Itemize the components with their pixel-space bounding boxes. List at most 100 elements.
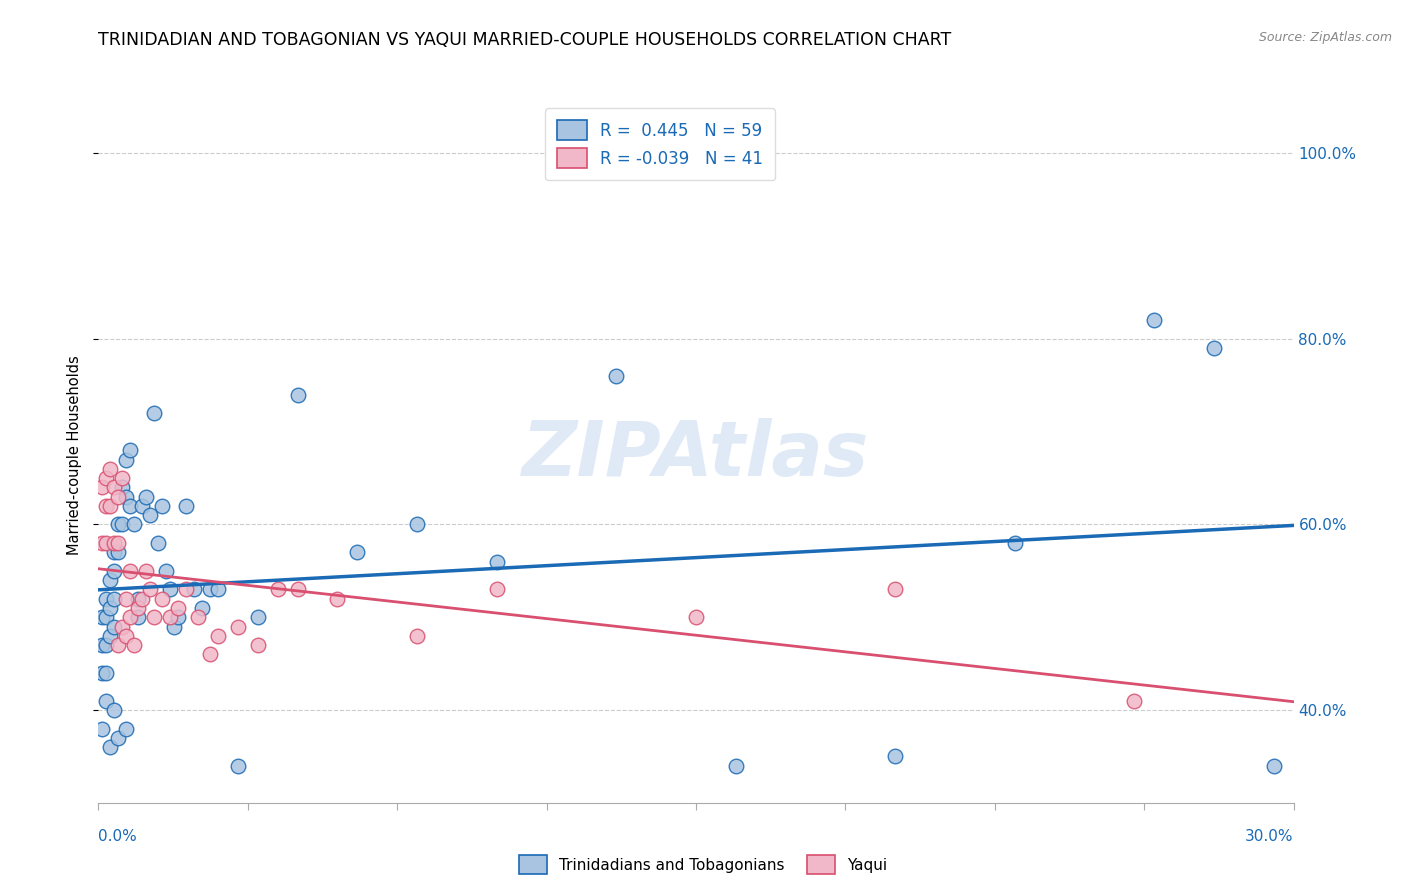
Point — [174, 582, 197, 597]
Point — [100, 462, 122, 476]
Point — [143, 406, 166, 420]
Point — [127, 591, 149, 606]
Point — [139, 508, 162, 523]
Point — [287, 582, 309, 597]
Point — [115, 591, 138, 606]
Point — [143, 610, 166, 624]
Text: Source: ZipAtlas.com: Source: ZipAtlas.com — [1258, 31, 1392, 45]
Point — [111, 619, 134, 633]
Point — [91, 480, 114, 494]
Point — [155, 564, 177, 578]
Point — [1004, 536, 1026, 550]
Point — [96, 471, 118, 485]
Point — [91, 722, 114, 736]
Point — [103, 564, 125, 578]
Y-axis label: Married-couple Households: Married-couple Households — [67, 355, 83, 555]
Point — [198, 582, 221, 597]
Point — [406, 629, 429, 643]
Text: 30.0%: 30.0% — [1246, 829, 1294, 844]
Point — [103, 545, 125, 559]
Point — [406, 517, 429, 532]
Text: TRINIDADIAN AND TOBAGONIAN VS YAQUI MARRIED-COUPLE HOUSEHOLDS CORRELATION CHART: TRINIDADIAN AND TOBAGONIAN VS YAQUI MARR… — [98, 31, 952, 49]
Point — [724, 758, 747, 772]
Point — [884, 582, 907, 597]
Point — [103, 480, 125, 494]
Point — [91, 610, 114, 624]
Point — [187, 610, 209, 624]
Point — [159, 582, 181, 597]
Point — [127, 610, 149, 624]
Text: 0.0%: 0.0% — [98, 829, 138, 844]
Point — [346, 545, 368, 559]
Point — [183, 582, 205, 597]
Point — [1263, 758, 1285, 772]
Point — [100, 601, 122, 615]
Legend: Trinidadians and Tobagonians, Yaqui: Trinidadians and Tobagonians, Yaqui — [513, 849, 893, 880]
Point — [226, 758, 249, 772]
Point — [148, 536, 170, 550]
Point — [267, 582, 290, 597]
Point — [96, 499, 118, 513]
Point — [246, 638, 269, 652]
Point — [120, 499, 142, 513]
Point — [111, 471, 134, 485]
Point — [124, 638, 146, 652]
Point — [107, 638, 129, 652]
Point — [246, 610, 269, 624]
Point — [96, 638, 118, 652]
Point — [198, 648, 221, 662]
Point — [1202, 341, 1225, 355]
Legend: R =  0.445   N = 59, R = -0.039   N = 41: R = 0.445 N = 59, R = -0.039 N = 41 — [546, 109, 775, 180]
Point — [287, 387, 309, 401]
Point — [103, 619, 125, 633]
Point — [107, 731, 129, 745]
Point — [167, 610, 190, 624]
Point — [1143, 313, 1166, 327]
Point — [107, 536, 129, 550]
Point — [91, 536, 114, 550]
Point — [685, 610, 707, 624]
Point — [96, 665, 118, 680]
Point — [111, 480, 134, 494]
Point — [226, 619, 249, 633]
Point — [115, 629, 138, 643]
Point — [115, 490, 138, 504]
Point — [91, 665, 114, 680]
Point — [150, 591, 173, 606]
Point — [167, 601, 190, 615]
Point — [100, 499, 122, 513]
Point — [150, 499, 173, 513]
Point — [103, 536, 125, 550]
Point — [107, 545, 129, 559]
Point — [115, 722, 138, 736]
Point — [103, 591, 125, 606]
Point — [159, 610, 181, 624]
Point — [485, 555, 508, 569]
Point — [485, 582, 508, 597]
Point — [96, 694, 118, 708]
Point — [96, 610, 118, 624]
Point — [107, 517, 129, 532]
Point — [96, 536, 118, 550]
Point — [111, 517, 134, 532]
Point — [605, 369, 627, 384]
Point — [163, 619, 186, 633]
Point — [107, 490, 129, 504]
Point — [139, 582, 162, 597]
Point — [135, 490, 157, 504]
Point — [1123, 694, 1146, 708]
Point — [100, 573, 122, 587]
Point — [120, 443, 142, 458]
Point — [135, 564, 157, 578]
Point — [91, 638, 114, 652]
Point — [124, 517, 146, 532]
Point — [207, 629, 229, 643]
Point — [207, 582, 229, 597]
Point — [191, 601, 214, 615]
Point — [100, 629, 122, 643]
Point — [127, 601, 149, 615]
Point — [131, 591, 153, 606]
Point — [884, 749, 907, 764]
Point — [103, 703, 125, 717]
Point — [131, 499, 153, 513]
